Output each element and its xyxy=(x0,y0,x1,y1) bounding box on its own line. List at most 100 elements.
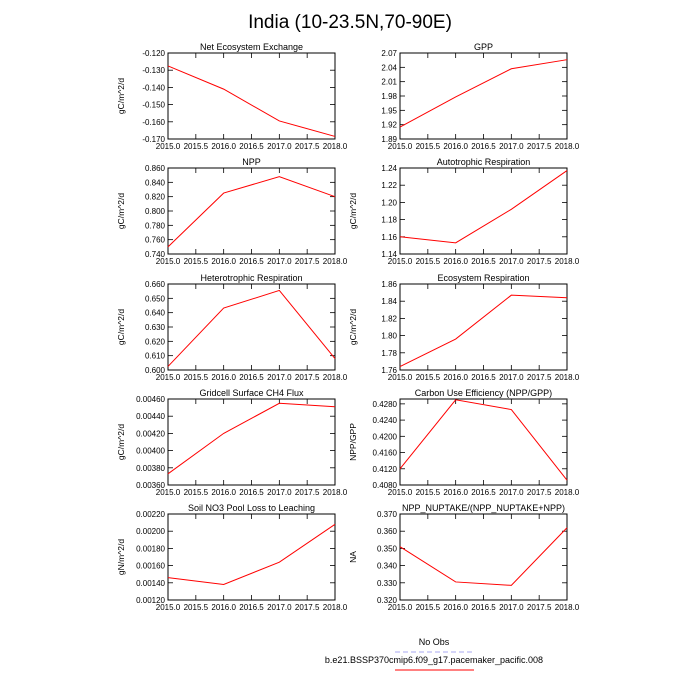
panel-title: GPP xyxy=(474,42,493,52)
x-tick-label: 2016.5 xyxy=(471,603,496,612)
y-axis-label: gC/m^2/d xyxy=(348,309,358,345)
x-tick-label: 2017.0 xyxy=(267,603,292,612)
series-line xyxy=(399,527,568,586)
panel-title: Net Ecosystem Exchange xyxy=(200,42,303,52)
x-tick-label: 2018.0 xyxy=(323,603,348,612)
x-tick-label: 2017.5 xyxy=(527,603,552,612)
y-tick-label: 2.07 xyxy=(381,49,397,58)
x-tick-label: 2015.5 xyxy=(184,257,209,266)
y-tick-label: 1.95 xyxy=(381,106,397,115)
y-tick-label: 0.660 xyxy=(145,280,166,289)
y-tick-label: 0.860 xyxy=(145,164,166,173)
panel-title: NPP xyxy=(242,157,261,167)
chart-panel: Heterotrophic Respiration gC/m^2/d 0.660 0.… xyxy=(116,273,348,382)
y-tick-label: 1.89 xyxy=(381,135,397,144)
x-tick-label: 2015.0 xyxy=(156,373,181,382)
x-tick-label: 2017.5 xyxy=(527,257,552,266)
x-tick-label: 2015.5 xyxy=(416,257,441,266)
x-tick-label: 2017.5 xyxy=(295,257,320,266)
x-tick-label: 2016.0 xyxy=(443,373,468,382)
x-tick-label: 2016.5 xyxy=(471,142,496,151)
plot-frame xyxy=(399,167,568,255)
x-tick-label: 2017.5 xyxy=(295,142,320,151)
y-tick-label: 1.86 xyxy=(381,280,397,289)
y-tick-label: 1.92 xyxy=(381,121,397,130)
x-tick-label: 2016.0 xyxy=(443,257,468,266)
x-tick-label: 2018.0 xyxy=(555,603,580,612)
y-tick-label: 0.4280 xyxy=(373,400,398,409)
panel-title: Heterotrophic Respiration xyxy=(200,273,302,283)
y-tick-label: 0.350 xyxy=(377,544,398,553)
y-tick-label: 1.76 xyxy=(381,366,397,375)
chart-panel: Gridcell Surface CH4 Flux gC/m^2/d 0.00460… xyxy=(116,388,348,497)
y-tick-label: 0.4200 xyxy=(373,432,398,441)
y-axis-label: gC/m^2/d xyxy=(116,193,126,229)
x-tick-label: 2015.0 xyxy=(388,142,413,151)
x-tick-label: 2016.0 xyxy=(443,142,468,151)
plot-frame xyxy=(167,52,336,140)
plot-frame xyxy=(399,52,568,140)
series-line xyxy=(399,59,568,128)
y-tick-label: 1.80 xyxy=(381,332,397,341)
legend-label: No Obs xyxy=(419,637,450,647)
x-tick-label: 2018.0 xyxy=(555,257,580,266)
x-tick-label: 2017.0 xyxy=(499,373,524,382)
y-tick-label: 1.82 xyxy=(381,314,397,323)
chart-panel: NPP_NUPTAKE/(NPP_NUPTAKE+NPP) NA 0.370 0.36… xyxy=(348,503,580,612)
x-tick-label: 2016.5 xyxy=(471,488,496,497)
y-tick-label: 0.650 xyxy=(145,294,166,303)
x-tick-label: 2017.0 xyxy=(267,488,292,497)
y-tick-label: -0.160 xyxy=(142,118,165,127)
y-tick-label: -0.120 xyxy=(142,49,165,58)
series-line xyxy=(399,170,568,244)
x-tick-label: 2015.0 xyxy=(156,142,181,151)
x-tick-label: 2016.0 xyxy=(211,142,236,151)
panel-title: Soil NO3 Pool Loss to Leaching xyxy=(188,503,315,513)
panel-grid: Net Ecosystem Exchange gC/m^2/d -0.120 -0.1… xyxy=(116,42,580,612)
series-line xyxy=(167,289,336,367)
y-tick-label: 2.01 xyxy=(381,78,397,87)
y-tick-label: 0.370 xyxy=(377,510,398,519)
y-tick-label: 1.84 xyxy=(381,297,397,306)
x-tick-label: 2017.0 xyxy=(499,488,524,497)
y-tick-label: 1.14 xyxy=(381,250,397,259)
chart-panel: Carbon Use Efficiency (NPP/GPP) NPP/GPP 0.… xyxy=(348,388,580,497)
x-tick-label: 2017.0 xyxy=(499,603,524,612)
y-tick-label: 1.20 xyxy=(381,198,397,207)
y-tick-label: 0.00400 xyxy=(136,447,165,456)
y-tick-label: 1.98 xyxy=(381,92,397,101)
x-tick-label: 2015.5 xyxy=(416,488,441,497)
y-tick-label: 0.340 xyxy=(377,562,398,571)
legend: No Obs b.e21.BSSP370cmip6.f09_g17.pacemak… xyxy=(325,637,543,671)
x-tick-label: 2015.0 xyxy=(388,603,413,612)
x-tick-label: 2016.5 xyxy=(239,142,264,151)
x-tick-label: 2018.0 xyxy=(555,488,580,497)
y-tick-label: 0.610 xyxy=(145,352,166,361)
x-tick-label: 2016.0 xyxy=(211,488,236,497)
x-tick-label: 2015.5 xyxy=(184,603,209,612)
y-tick-label: 0.600 xyxy=(145,366,166,375)
y-tick-label: 0.4120 xyxy=(373,465,398,474)
y-axis-label: gN/m^2/d xyxy=(116,539,126,575)
x-tick-label: 2015.5 xyxy=(416,373,441,382)
y-tick-label: 0.00140 xyxy=(136,579,165,588)
x-tick-label: 2017.5 xyxy=(295,488,320,497)
legend-label: b.e21.BSSP370cmip6.f09_g17.pacemaker_pac… xyxy=(325,655,543,665)
y-tick-label: 0.330 xyxy=(377,579,398,588)
y-tick-label: 0.00440 xyxy=(136,412,165,421)
y-tick-label: 0.00220 xyxy=(136,510,165,519)
chart-panel: Soil NO3 Pool Loss to Leaching gN/m^2/d 0.… xyxy=(116,503,348,612)
x-tick-label: 2015.0 xyxy=(388,488,413,497)
x-tick-label: 2016.0 xyxy=(211,373,236,382)
x-tick-label: 2016.5 xyxy=(239,603,264,612)
plot-frame xyxy=(167,513,336,601)
y-tick-label: 0.00200 xyxy=(136,527,165,536)
series-line xyxy=(399,399,568,481)
x-tick-label: 2015.0 xyxy=(388,257,413,266)
y-tick-label: 0.620 xyxy=(145,337,166,346)
y-tick-label: 0.640 xyxy=(145,309,166,318)
chart-panel: NPP gC/m^2/d 0.860 0.840 0.820 0.800 0.780 0.76… xyxy=(116,157,348,266)
plot-frame xyxy=(399,398,568,486)
x-tick-label: 2016.5 xyxy=(471,373,496,382)
